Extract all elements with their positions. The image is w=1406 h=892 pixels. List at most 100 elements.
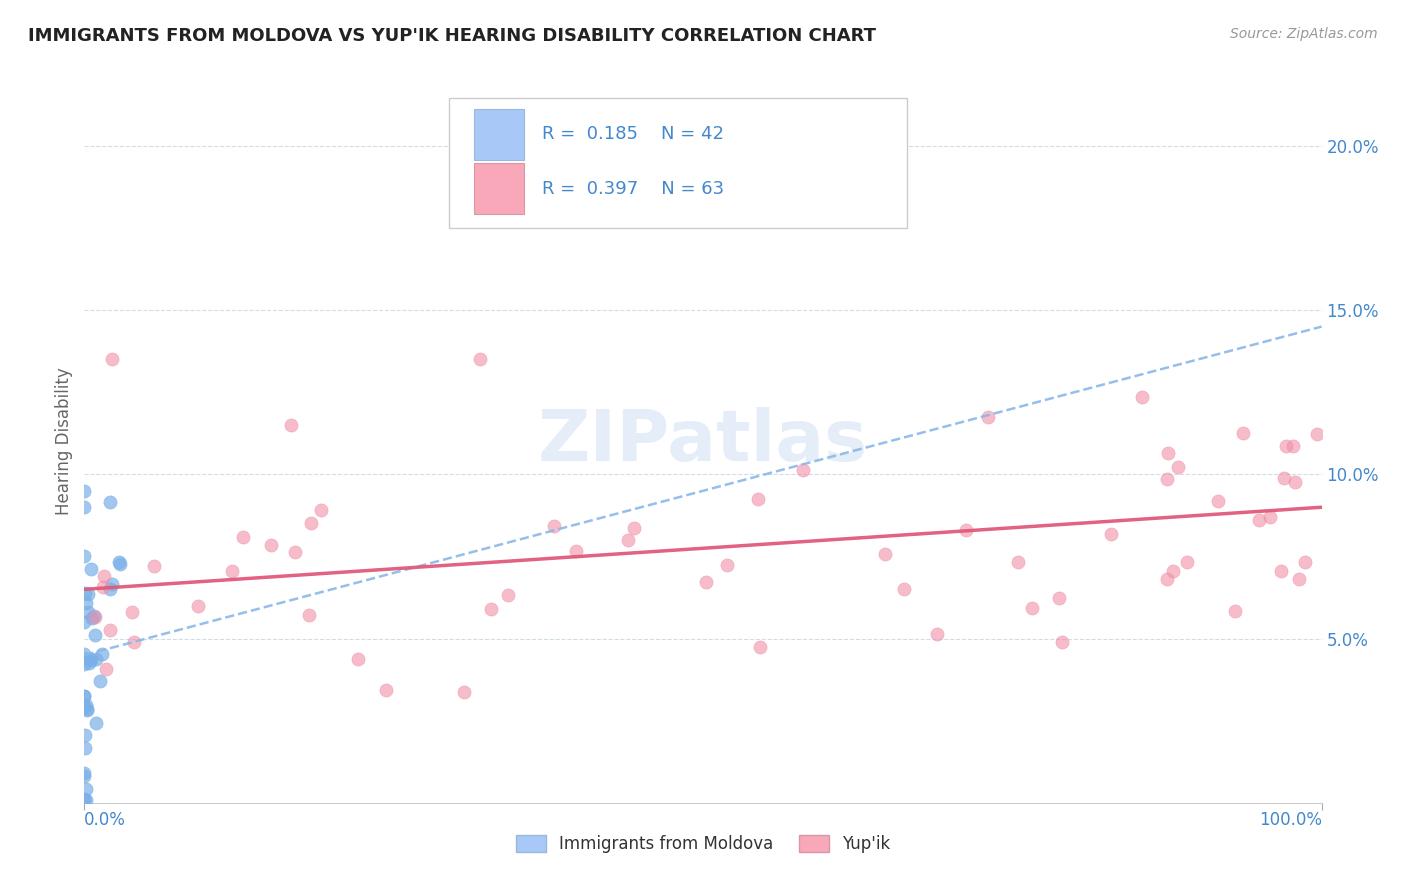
Point [1167, 459, 1189, 474]
Point [1161, 564, 1184, 578]
Point [1156, 472, 1178, 486]
Text: ZIPatlas: ZIPatlas [538, 407, 868, 476]
Point [346, 652, 368, 666]
Point [80, 611, 103, 625]
Point [1249, 513, 1271, 527]
Point [75, 698, 97, 712]
Point [73, 792, 96, 806]
Point [309, 503, 332, 517]
Point [77, 656, 100, 670]
Point [75, 596, 97, 610]
Point [565, 544, 588, 558]
Point [121, 605, 143, 619]
Point [89, 674, 111, 689]
Point [73, 766, 96, 780]
Point [1288, 572, 1310, 586]
Point [1050, 635, 1073, 649]
Point [73, 651, 96, 665]
Point [73, 647, 96, 661]
Point [260, 538, 283, 552]
Point [470, 352, 492, 367]
Point [221, 564, 243, 578]
Point [955, 523, 977, 537]
Point [77, 605, 100, 619]
Point [84, 716, 107, 731]
Point [76, 703, 98, 717]
Y-axis label: Hearing Disability: Hearing Disability [55, 368, 73, 516]
Point [498, 588, 520, 602]
Point [1282, 440, 1305, 454]
Point [927, 626, 949, 640]
Point [75, 781, 97, 796]
Text: R =  0.397    N = 63: R = 0.397 N = 63 [543, 179, 724, 198]
Point [93, 569, 115, 583]
Point [1021, 601, 1043, 615]
Point [101, 352, 124, 367]
Text: 0.0%: 0.0% [84, 812, 127, 830]
Point [75, 792, 97, 806]
Point [94, 662, 117, 676]
Point [1156, 446, 1178, 460]
Point [73, 657, 96, 672]
Point [747, 491, 769, 506]
Point [73, 549, 96, 564]
Point [623, 521, 645, 535]
Point [83, 610, 105, 624]
Text: 100.0%: 100.0% [1258, 812, 1322, 830]
Point [1175, 555, 1198, 569]
Point [792, 463, 814, 477]
Point [75, 728, 97, 742]
Point [98, 623, 121, 637]
Point [1047, 591, 1070, 606]
FancyBboxPatch shape [474, 109, 523, 160]
Point [873, 547, 896, 561]
Point [80, 562, 103, 576]
Point [232, 530, 254, 544]
Legend: Immigrants from Moldova, Yup'ik: Immigrants from Moldova, Yup'ik [509, 828, 897, 860]
Text: Source: ZipAtlas.com: Source: ZipAtlas.com [1230, 27, 1378, 41]
Point [84, 651, 107, 665]
Point [73, 769, 96, 783]
Point [76, 701, 98, 715]
Point [479, 602, 502, 616]
Point [73, 586, 96, 600]
Point [187, 599, 209, 613]
Point [1294, 555, 1316, 569]
Point [695, 574, 717, 589]
Point [73, 500, 96, 515]
Point [108, 555, 131, 569]
Point [110, 558, 132, 572]
Point [1206, 494, 1229, 508]
Point [98, 582, 121, 597]
Point [453, 685, 475, 699]
Point [84, 628, 107, 642]
Point [1272, 471, 1295, 485]
Point [543, 518, 565, 533]
Point [298, 607, 321, 622]
Point [1270, 564, 1292, 578]
Point [142, 559, 165, 574]
Point [1099, 527, 1122, 541]
Point [375, 682, 398, 697]
Point [280, 418, 302, 433]
FancyBboxPatch shape [450, 98, 907, 228]
Point [1223, 604, 1246, 618]
Point [977, 409, 1000, 424]
Point [79, 652, 101, 666]
Point [73, 483, 96, 498]
FancyBboxPatch shape [474, 163, 523, 214]
Point [98, 495, 121, 509]
Point [91, 647, 114, 661]
Point [1130, 390, 1153, 404]
Point [1007, 555, 1029, 569]
Point [73, 615, 96, 629]
Point [79, 652, 101, 666]
Point [1275, 440, 1298, 454]
Text: R =  0.185    N = 42: R = 0.185 N = 42 [543, 126, 724, 144]
Point [73, 689, 96, 703]
Point [73, 699, 96, 714]
Point [122, 634, 145, 648]
Point [73, 741, 96, 756]
Point [616, 533, 638, 547]
Point [83, 608, 105, 623]
